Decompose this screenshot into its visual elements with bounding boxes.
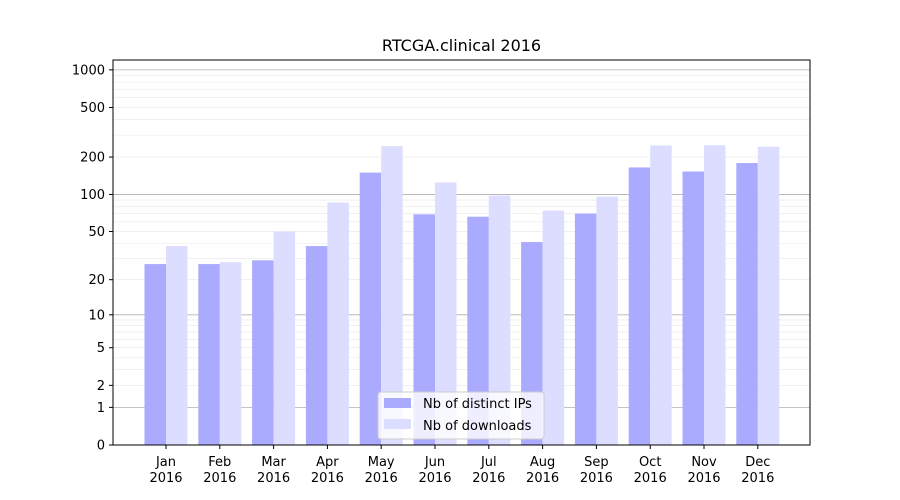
y-tick-label: 2	[97, 379, 105, 394]
bar-downloads	[488, 195, 511, 445]
legend-frame	[377, 391, 545, 440]
y-tick-label: 1	[97, 401, 105, 416]
legend-swatch-downloads	[384, 419, 411, 429]
bar-downloads	[273, 231, 296, 445]
bar-downloads	[327, 202, 349, 445]
bar-distinct-ips	[359, 172, 382, 445]
bar-distinct-ips	[628, 167, 651, 445]
bar-downloads	[596, 196, 618, 445]
x-tick-label-year: 2016	[580, 471, 613, 486]
x-tick-label-month: Oct	[639, 455, 661, 470]
y-tick-label: 500	[80, 101, 105, 116]
legend: Nb of distinct IPs Nb of downloads	[377, 391, 545, 440]
x-tick-label-month: Jan	[155, 455, 176, 470]
bar-distinct-ips	[682, 171, 704, 445]
x-tick-label-year: 2016	[687, 471, 720, 486]
plot-frame	[112, 59, 811, 446]
y-tick-label: 200	[80, 151, 105, 166]
bar-distinct-ips	[144, 264, 166, 445]
bar-distinct-ips	[252, 260, 274, 445]
x-tick-label-year: 2016	[365, 471, 398, 486]
bar-downloads	[650, 145, 672, 445]
legend-label-downloads: Nb of downloads	[423, 419, 532, 434]
bar-downloads	[704, 145, 726, 445]
bar-distinct-ips	[305, 246, 328, 445]
bar-downloads	[381, 146, 403, 446]
x-tick-label-month: Jul	[480, 455, 497, 470]
bar-distinct-ips	[467, 216, 489, 445]
chart-title: RTCGA.clinical 2016	[382, 36, 541, 55]
x-tick-label-year: 2016	[311, 471, 344, 486]
x-tick-label-year: 2016	[741, 471, 774, 486]
x-tick-label-year: 2016	[203, 471, 236, 486]
legend-label-ips: Nb of distinct IPs	[423, 397, 532, 412]
y-tick-label: 1000	[72, 63, 105, 78]
y-tick-label: 0	[97, 439, 105, 454]
x-tick-label-month: Nov	[691, 455, 717, 470]
y-tick-label: 5	[97, 341, 105, 356]
x-axis: Jan2016Feb2016Mar2016Apr2016May2016Jun20…	[149, 445, 774, 486]
bar-downloads	[435, 182, 457, 445]
y-tick-label: 10	[88, 308, 105, 323]
x-tick-label-year: 2016	[418, 471, 451, 486]
bar-downloads	[166, 246, 188, 445]
x-tick-label-month: Feb	[208, 455, 231, 470]
bar-downloads	[542, 210, 565, 445]
bar-distinct-ips	[736, 163, 758, 445]
x-tick-label-year: 2016	[149, 471, 182, 486]
legend-swatch-ips	[384, 398, 411, 408]
x-tick-label-year: 2016	[472, 471, 505, 486]
x-tick-label-year: 2016	[634, 471, 667, 486]
x-tick-label-month: Jun	[424, 455, 445, 470]
x-tick-label-month: Sep	[584, 455, 609, 470]
x-tick-label-month: May	[368, 455, 395, 470]
y-tick-label: 20	[88, 273, 105, 288]
bar-downloads	[757, 146, 780, 446]
bar-distinct-ips	[198, 264, 220, 445]
bar-distinct-ips	[574, 213, 597, 445]
x-tick-label-year: 2016	[257, 471, 290, 486]
y-tick-label: 100	[80, 188, 105, 203]
x-tick-label-month: Apr	[316, 455, 339, 470]
bar-downloads	[219, 262, 242, 445]
x-tick-label-month: Dec	[745, 455, 770, 470]
y-axis: 0 1 2 5 10 20 50 100 200 500 1000	[72, 63, 113, 454]
x-tick-label-year: 2016	[526, 471, 559, 486]
y-tick-label: 50	[88, 225, 105, 240]
x-tick-label-month: Aug	[530, 455, 555, 470]
bar-distinct-ips	[413, 214, 435, 445]
x-tick-label-month: Mar	[261, 455, 286, 470]
